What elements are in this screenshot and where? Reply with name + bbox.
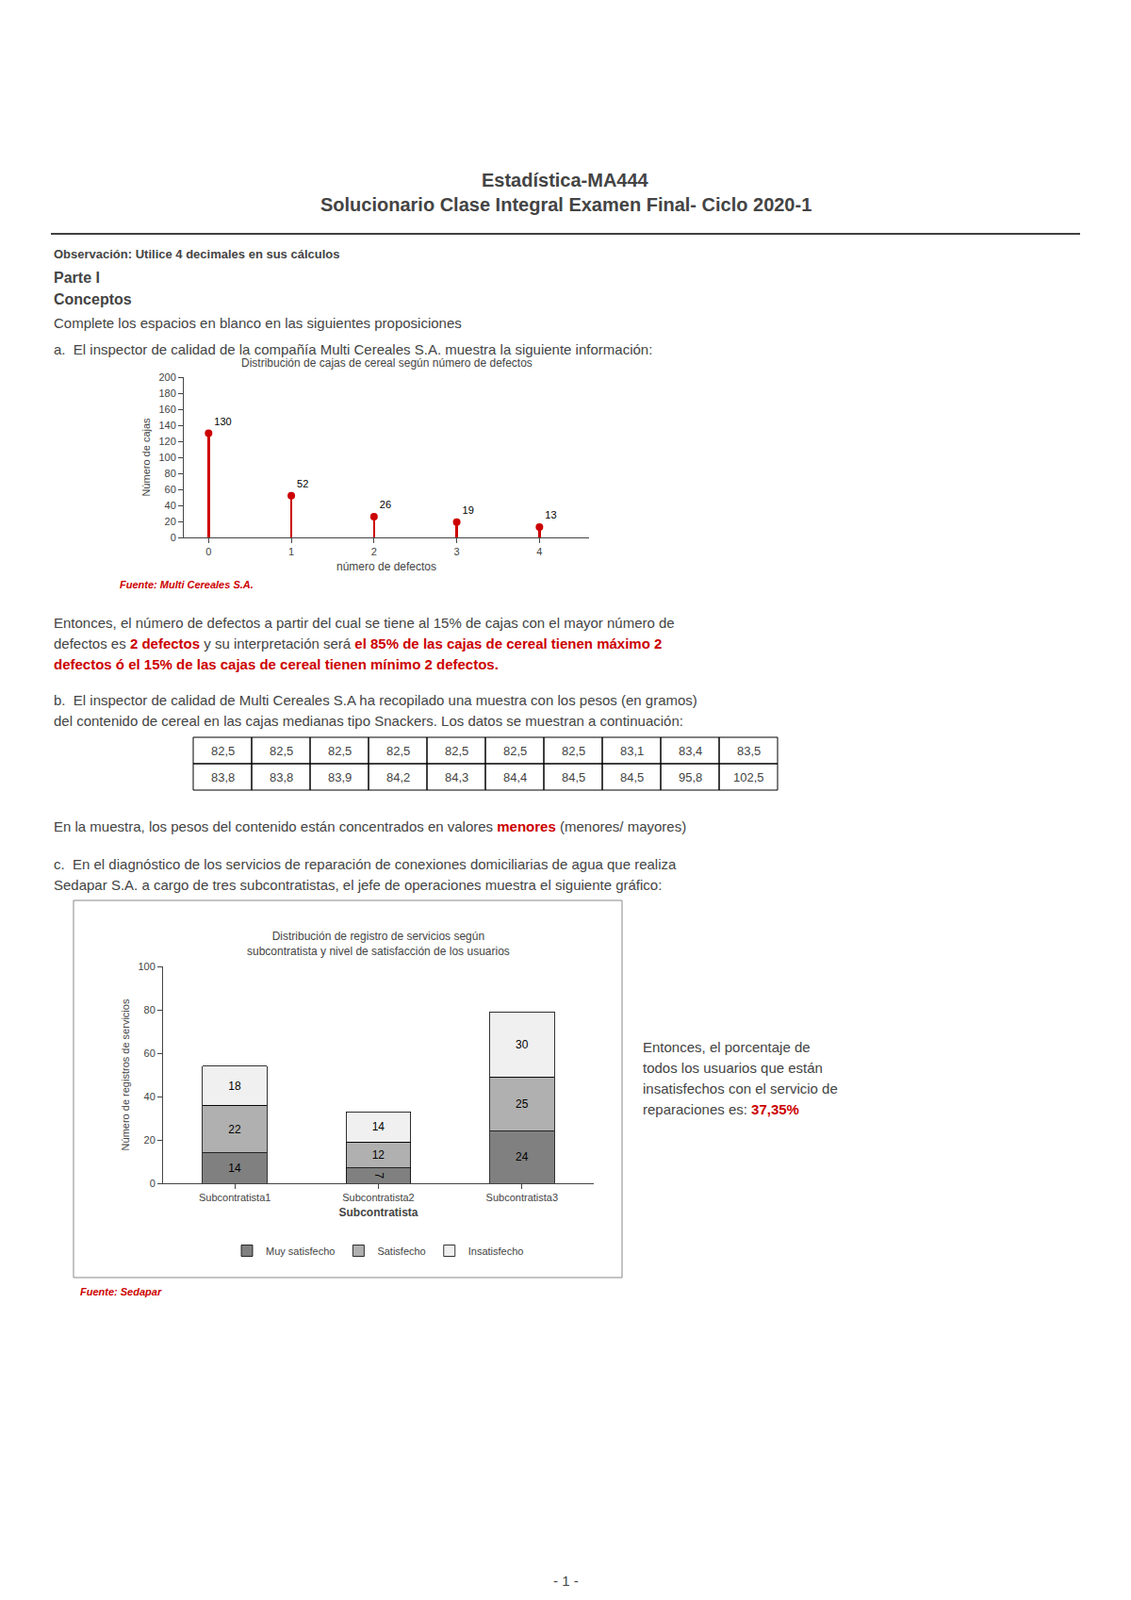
svg-text:1: 1 [288, 545, 295, 558]
svg-text:30: 30 [515, 1037, 529, 1051]
svg-text:84,5: 84,5 [620, 770, 644, 785]
svg-text:83,8: 83,8 [211, 770, 235, 785]
svg-text:25: 25 [515, 1097, 529, 1111]
svg-text:180: 180 [158, 387, 176, 399]
svg-text:7: 7 [372, 1171, 386, 1179]
svg-text:Subcontratista3: Subcontratista3 [486, 1191, 558, 1203]
svg-text:2: 2 [371, 545, 377, 558]
svg-text:Subcontratista: Subcontratista [338, 1205, 418, 1219]
svg-text:82,5: 82,5 [327, 743, 352, 758]
svg-text:84,3: 84,3 [444, 770, 469, 785]
svg-text:19: 19 [462, 504, 475, 516]
svg-text:160: 160 [158, 403, 176, 415]
svg-text:14: 14 [372, 1119, 386, 1133]
svg-text:95,8: 95,8 [678, 770, 703, 785]
svg-text:Entonces, el número de defecto: Entonces, el número de defectos a partir… [53, 614, 675, 631]
svg-text:Distribución de registro de se: Distribución de registro de servicios se… [246, 929, 510, 958]
svg-text:26: 26 [379, 498, 392, 510]
svg-text:100: 100 [137, 960, 155, 972]
svg-text:84,4: 84,4 [503, 770, 527, 785]
svg-text:80: 80 [144, 1003, 156, 1016]
svg-text:Observación: Utilice 4 decimal: Observación: Utilice 4 decimales en sus … [53, 246, 340, 262]
svg-text:defectos es 2 defectos y su in: defectos es 2 defectos y su interpretaci… [53, 635, 662, 652]
svg-text:82,5: 82,5 [211, 743, 235, 758]
svg-text:Parte I: Parte I [53, 269, 100, 286]
svg-text:Insatisfecho: Insatisfecho [468, 1245, 525, 1257]
svg-text:Subcontratista2: Subcontratista2 [342, 1191, 414, 1203]
svg-text:83,1: 83,1 [620, 743, 644, 758]
svg-text:20: 20 [164, 515, 177, 527]
svg-text:- 1 -: - 1 - [553, 1572, 579, 1589]
svg-text:Fuente: Sedapar: Fuente: Sedapar [80, 1285, 163, 1297]
svg-text:13: 13 [544, 508, 557, 521]
svg-text:14: 14 [228, 1161, 242, 1175]
svg-text:número de defectos: número de defectos [336, 559, 437, 574]
svg-text:12: 12 [372, 1147, 386, 1162]
svg-text:Muy satisfecho: Muy satisfecho [265, 1245, 335, 1257]
svg-text:3: 3 [454, 545, 460, 558]
svg-text:83,9: 83,9 [327, 770, 352, 785]
svg-text:82,5: 82,5 [269, 743, 294, 758]
svg-text:52: 52 [296, 477, 309, 490]
svg-text:a. El inspector de calidad de: a. El inspector de calidad de la compañí… [53, 341, 653, 358]
svg-text:100: 100 [158, 451, 176, 463]
svg-text:20: 20 [144, 1133, 156, 1146]
svg-text:Satisfecho: Satisfecho [377, 1245, 426, 1257]
svg-text:0: 0 [205, 545, 212, 558]
svg-text:18: 18 [228, 1079, 242, 1093]
svg-text:defectos ó el 15% de las cajas: defectos ó el 15% de las cajas de cereal… [53, 655, 499, 673]
svg-text:60: 60 [164, 483, 177, 495]
svg-text:82,5: 82,5 [444, 743, 469, 758]
svg-text:82,5: 82,5 [386, 743, 410, 758]
svg-text:83,4: 83,4 [678, 743, 703, 758]
svg-text:del contenido de cereal en las: del contenido de cereal en las cajas med… [53, 712, 684, 729]
svg-text:120: 120 [158, 435, 176, 447]
svg-text:0: 0 [149, 1177, 156, 1189]
svg-text:102,5: 102,5 [733, 770, 765, 785]
svg-text:Solucionario Clase Integral Ex: Solucionario Clase Integral Examen Final… [320, 194, 812, 215]
svg-text:Número de cajas: Número de cajas [140, 417, 152, 497]
svg-text:Estadística-MA444: Estadística-MA444 [481, 169, 650, 191]
svg-text:22: 22 [228, 1122, 242, 1136]
svg-text:reparaciones es: 37,35%: reparaciones es: 37,35% [642, 1100, 800, 1117]
svg-text:83,8: 83,8 [269, 770, 294, 785]
svg-text:En la muestra, los pesos del c: En la muestra, los pesos del contenido e… [53, 818, 687, 835]
svg-text:c. En el diagnóstico de los s: c. En el diagnóstico de los servicios de… [53, 855, 677, 872]
svg-text:Conceptos: Conceptos [53, 291, 132, 308]
svg-text:82,5: 82,5 [561, 743, 586, 758]
svg-text:4: 4 [536, 545, 542, 558]
svg-text:24: 24 [515, 1149, 529, 1164]
svg-text:b. El inspector de calidad de: b. El inspector de calidad de Multi Cere… [53, 691, 698, 708]
svg-text:40: 40 [164, 499, 177, 511]
svg-text:Fuente: Multi Cereales S.A.: Fuente: Multi Cereales S.A. [119, 578, 254, 591]
svg-text:140: 140 [158, 419, 176, 431]
svg-text:insatisfechos con el servicio: insatisfechos con el servicio de [642, 1080, 838, 1097]
svg-text:Complete los espacios en blanc: Complete los espacios en blanco en las s… [53, 314, 462, 331]
svg-text:Subcontratista1: Subcontratista1 [198, 1191, 271, 1203]
svg-text:200: 200 [158, 371, 176, 383]
svg-text:60: 60 [144, 1047, 156, 1059]
svg-text:84,5: 84,5 [561, 770, 586, 785]
svg-text:82,5: 82,5 [503, 743, 527, 758]
svg-text:Número de registros de servici: Número de registros de servicios [119, 998, 132, 1150]
svg-text:40: 40 [144, 1090, 156, 1102]
svg-text:80: 80 [164, 467, 177, 479]
svg-text:0: 0 [170, 531, 177, 543]
svg-text:130: 130 [213, 415, 231, 427]
svg-text:Distribución de cajas de cerea: Distribución de cajas de cereal según nú… [241, 356, 533, 370]
svg-text:84,2: 84,2 [386, 770, 410, 785]
svg-text:Entonces, el porcentaje de: Entonces, el porcentaje de [642, 1038, 811, 1055]
svg-text:Sedapar S.A. a cargo de tres s: Sedapar S.A. a cargo de tres subcontrati… [53, 876, 662, 893]
svg-text:todos los usuarios que están: todos los usuarios que están [642, 1059, 823, 1076]
svg-text:83,5: 83,5 [737, 743, 761, 758]
